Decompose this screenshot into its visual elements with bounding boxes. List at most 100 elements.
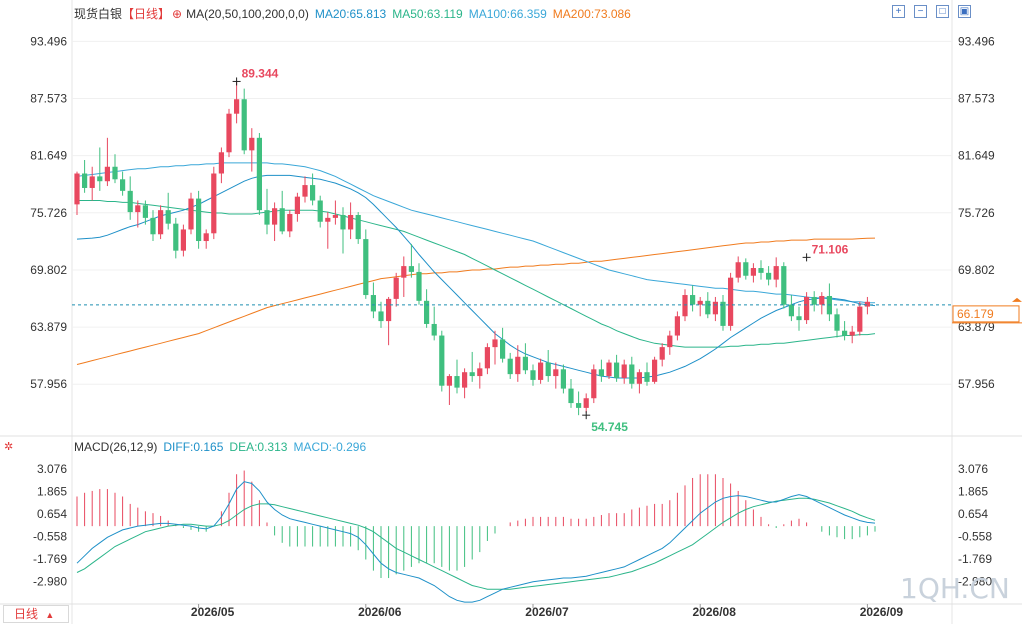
macd-tick-label-right: 1.865 [958,485,988,499]
candle-body [249,137,255,151]
add-circle-icon[interactable]: ⊕ [172,7,183,21]
candle [150,210,156,242]
low-label: 54.745 [591,420,628,434]
candle-body [439,335,445,386]
candle-body [424,300,430,324]
candle [355,212,361,244]
candle-body [758,268,764,273]
candle [127,176,133,220]
candle-body [766,272,772,280]
ma-label: MA(20,50,100,200,0,0) [186,7,309,21]
x-tick-label: 2026/09 [860,605,904,619]
candle [241,88,247,155]
candle [674,311,680,341]
ma100-line [76,162,875,304]
candle [598,359,604,382]
candle-body [598,369,604,377]
candle [431,306,437,341]
candle-body [401,266,407,278]
candle-body [104,166,110,182]
candle [401,256,407,297]
zoom-out-icon[interactable]: − [914,5,927,18]
candle-body [112,166,118,180]
candle [340,207,346,254]
candle-body [241,99,247,151]
candle [659,343,665,367]
candle [834,308,840,338]
candle-body [355,214,361,240]
candle-body [591,369,597,399]
candle [522,343,528,375]
candle-body [606,362,612,377]
candle [424,289,430,328]
candle-body [325,217,331,222]
y-tick-label-left: 75.726 [30,206,67,220]
candle-body [697,300,703,305]
candle [272,202,278,242]
candle-body [667,335,673,348]
candle [849,325,855,344]
candle-body [705,300,711,315]
candle-body [408,266,414,272]
fullscreen-icon[interactable]: □ [936,5,949,18]
period-selector[interactable]: 日线 ▲ [3,605,69,623]
candle-body [583,398,589,408]
candle [652,356,658,384]
candle-body [530,370,536,380]
restore-icon[interactable]: ▣ [958,5,971,18]
y-tick-label-left: 87.573 [30,92,67,106]
y-tick-label-right: 87.573 [958,92,995,106]
candle-body [89,176,95,188]
candle [477,362,483,389]
candle-body [750,268,756,276]
watermark: 1QH.CN [900,572,1010,605]
candle-body [203,233,209,242]
ma20-line [76,174,876,379]
y-tick-label-left: 69.802 [30,263,67,277]
candle-body [864,301,870,307]
candle [165,192,171,230]
candle [446,374,452,405]
candle-body [545,362,551,377]
candle-body [500,339,506,359]
candle [804,292,810,324]
candle-body [332,214,338,218]
x-tick-label: 2026/05 [191,605,235,619]
candle [644,362,650,386]
macd-tick-label-left: -0.558 [33,529,67,543]
candle-body [773,266,779,280]
candle [743,258,749,280]
candle-body [811,296,817,305]
candle-body [256,137,262,211]
candle-body [849,331,855,336]
candle-body [515,356,521,375]
candle [667,330,673,355]
high-label: 71.106 [812,242,849,256]
candle [310,173,316,206]
candle-body [378,311,384,322]
settings-icon[interactable]: ✲ [4,441,14,453]
dea-line [76,497,876,590]
candle-body [272,208,278,225]
candle [196,190,202,249]
x-tick-label: 2026/08 [693,605,737,619]
candle-body [842,330,848,336]
candle [568,378,574,408]
y-tick-label-right: 81.649 [958,149,995,163]
candle-body [173,223,179,251]
macd-legend: MACD(26,12,9) DIFF:0.165 DEA:0.313 MACD:-0.… [74,440,372,454]
triangle-up-icon: ▲ [45,610,55,620]
candle-body [279,208,285,232]
candle-body [560,369,566,389]
candle-body [690,295,696,305]
candle-body [743,262,749,276]
candle [728,272,734,331]
candle-body [120,179,126,191]
instrument-name: 现货白银 [74,7,123,21]
candle-body [819,296,825,305]
candle [142,200,148,225]
candle [735,256,741,283]
zoom-in-icon[interactable]: + [892,5,905,18]
candle-body [636,372,642,384]
